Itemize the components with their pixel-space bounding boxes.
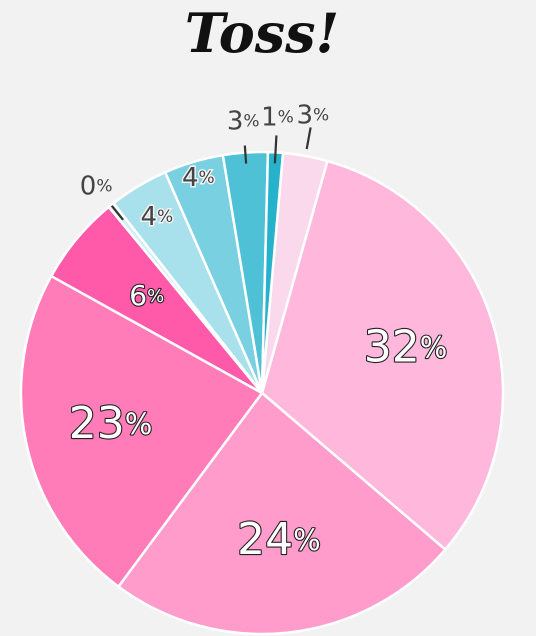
slice-percent-label: 6% xyxy=(129,279,164,312)
slice-leader-line xyxy=(305,127,312,150)
slice-percent-label: 1% xyxy=(261,102,294,132)
slice-percent-value: 4 xyxy=(182,163,199,193)
pie-slices xyxy=(19,150,505,636)
slice-percent-label: 4% xyxy=(182,163,215,193)
slice-percent-value: 1 xyxy=(261,102,278,132)
slice-percent-label: 24% xyxy=(237,514,321,565)
slice-percent-symbol: % xyxy=(293,523,321,557)
slice-percent-symbol: % xyxy=(313,106,329,126)
slice-percent-label: 0% xyxy=(80,171,113,201)
slice-percent-value: 32 xyxy=(364,321,420,372)
slice-percent-label: 4% xyxy=(141,202,174,232)
pie-labels: 3%32%24%23%6%0%4%4%3% 1% xyxy=(68,99,449,567)
slice-leader-line xyxy=(243,145,248,164)
slice-percent-value: 3 xyxy=(296,100,313,130)
slice-percent-symbol: % xyxy=(199,168,215,188)
slice-percent-value: 6 xyxy=(129,279,147,312)
pie-slice xyxy=(260,159,505,551)
slice-percent-label: 3% xyxy=(227,106,260,136)
slice-percent-symbol: % xyxy=(147,286,164,307)
slice-percent-symbol: % xyxy=(157,207,173,227)
pie-slice xyxy=(117,391,447,636)
slice-percent-value: 23 xyxy=(69,398,125,449)
slice-percent-label: 23% xyxy=(69,398,153,449)
slice-leader-line xyxy=(110,205,124,221)
slice-percent-symbol: % xyxy=(96,176,112,196)
slice-percent-value: 4 xyxy=(141,202,158,232)
slice-percent-value: 24 xyxy=(237,514,293,565)
slice-leader-line xyxy=(273,135,278,164)
chart-title: Toss! xyxy=(185,1,340,65)
pie-slice xyxy=(19,274,264,588)
slice-percent-symbol: % xyxy=(278,107,294,127)
slice-percent-symbol: % xyxy=(243,112,259,132)
slice-percent-value: 3 xyxy=(227,106,244,136)
slice-percent-symbol: % xyxy=(420,330,448,364)
slice-percent-label: 3% xyxy=(296,100,329,130)
slice-percent-value: 0 xyxy=(80,171,97,201)
slice-percent-symbol: % xyxy=(125,407,153,441)
slice-percent-label: 32% xyxy=(364,321,448,372)
